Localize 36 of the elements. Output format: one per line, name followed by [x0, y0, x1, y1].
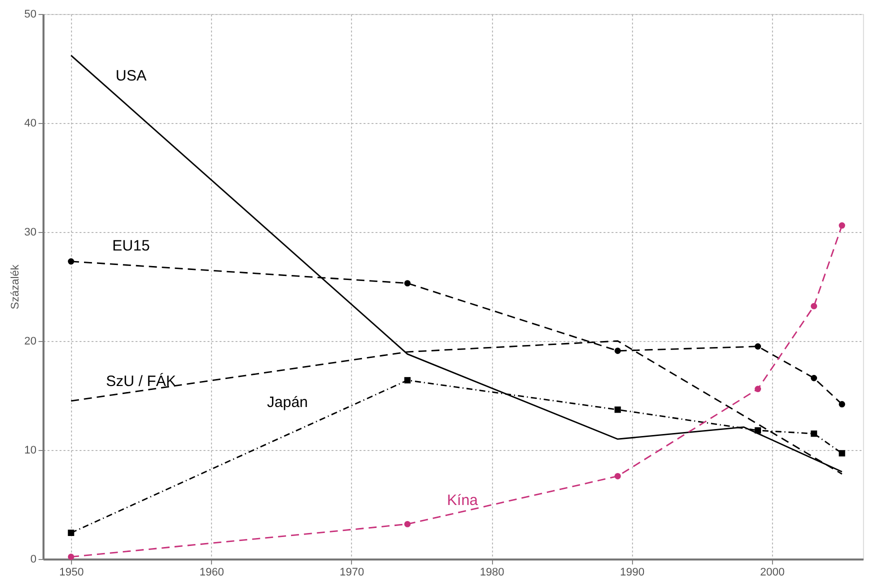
x-tick-label: 1990	[620, 566, 644, 578]
point	[810, 302, 818, 310]
point	[754, 343, 762, 350]
point	[754, 427, 762, 434]
point	[404, 520, 411, 528]
y-tick-label: 10	[24, 444, 36, 456]
y-tick-label: 50	[24, 8, 36, 20]
y-tick-label: 20	[24, 336, 36, 348]
series-label: SzU / FÁK	[106, 372, 176, 390]
x-tick-label: 2000	[760, 566, 785, 578]
y-tick-label: 40	[24, 118, 36, 130]
point	[810, 374, 818, 382]
point	[838, 401, 846, 408]
x-tick-label: 1980	[480, 566, 504, 578]
point	[404, 280, 411, 286]
x-tick-label: 1950	[59, 566, 84, 578]
point	[838, 450, 846, 456]
point	[838, 222, 846, 229]
point	[68, 258, 74, 265]
series-label: Kína	[447, 492, 479, 510]
y-axis-title: Százalék	[9, 264, 22, 310]
point	[754, 386, 762, 392]
point	[68, 554, 74, 560]
point	[68, 530, 74, 536]
y-tick-label: 0	[30, 554, 36, 566]
point	[614, 406, 621, 413]
y-tick-label: 30	[24, 226, 36, 238]
point	[404, 377, 411, 384]
series-label: USA	[116, 67, 146, 84]
x-tick-label: 1960	[199, 566, 224, 578]
x-tick-label: 1970	[340, 566, 364, 578]
series-label: EU15	[112, 237, 150, 254]
point	[614, 348, 621, 354]
point	[810, 430, 818, 437]
series-label: Japán	[267, 394, 308, 412]
point	[614, 473, 621, 480]
